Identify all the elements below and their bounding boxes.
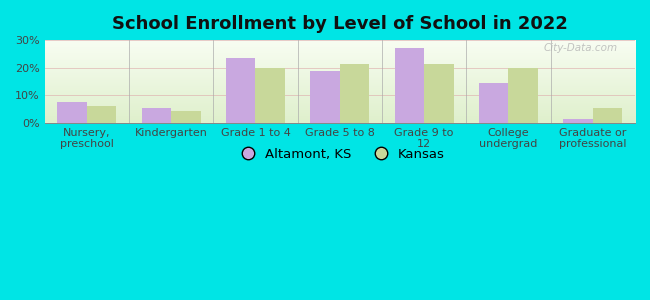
Bar xyxy=(310,70,340,123)
Bar xyxy=(87,106,116,123)
Bar xyxy=(226,58,255,123)
Bar xyxy=(479,83,508,123)
Legend: Altamont, KS, Kansas: Altamont, KS, Kansas xyxy=(229,142,450,166)
Bar xyxy=(424,64,454,123)
Bar xyxy=(171,111,201,123)
Bar xyxy=(564,119,593,123)
Title: School Enrollment by Level of School in 2022: School Enrollment by Level of School in … xyxy=(112,15,567,33)
Bar xyxy=(142,108,171,123)
Bar xyxy=(255,68,285,123)
Bar xyxy=(508,68,538,123)
Bar xyxy=(395,48,424,123)
Bar xyxy=(57,102,87,123)
Text: City-Data.com: City-Data.com xyxy=(543,44,618,53)
Bar xyxy=(593,108,622,123)
Bar xyxy=(340,64,369,123)
